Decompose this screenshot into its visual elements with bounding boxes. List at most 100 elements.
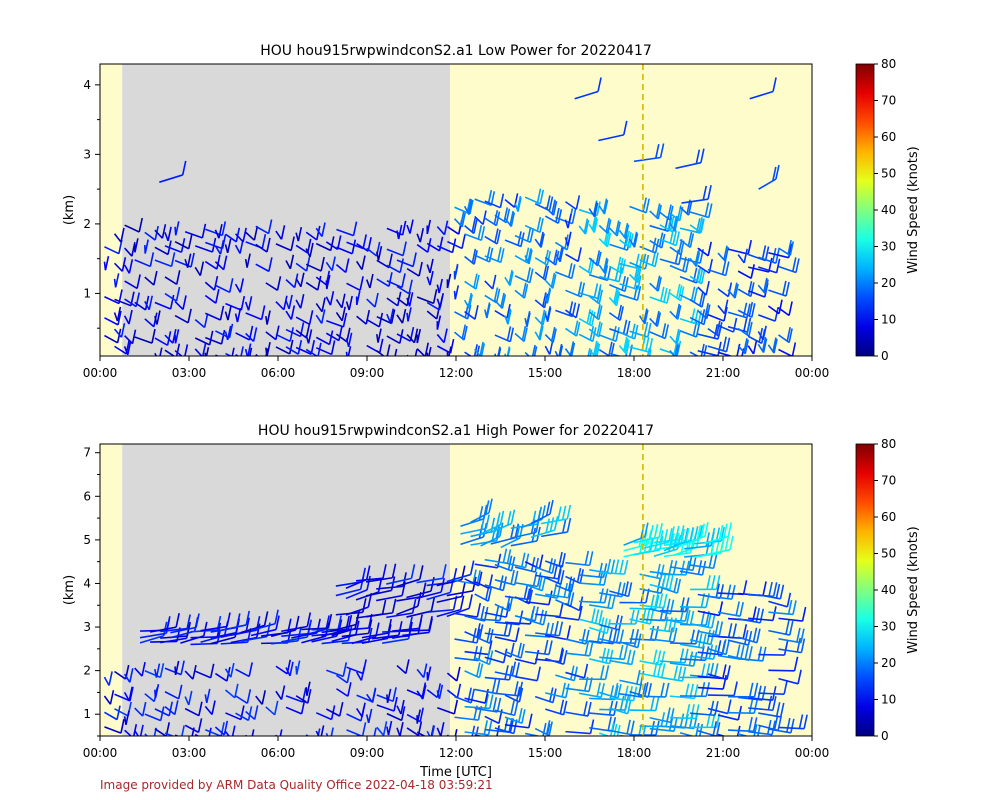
wind-barb [361, 618, 392, 639]
chart-panel-low-power: 00:00 03:00 06:00 09:00 12:00 15:00 18:00 21:00… [62, 43, 921, 380]
wind-barb [599, 325, 620, 342]
x-tick-label: 06:00 [261, 746, 296, 760]
wind-barb [356, 727, 377, 736]
colorbar-tick-label: 40 [881, 203, 896, 217]
wind-barb [123, 710, 130, 725]
colorbar-tick-label: 50 [881, 547, 896, 561]
wind-barb [426, 578, 455, 601]
wind-barb [608, 288, 621, 307]
wind-barb [544, 306, 552, 322]
wind-barb [707, 665, 731, 681]
wind-barb [426, 236, 444, 252]
wind-barb [633, 523, 663, 544]
wind-barb [234, 227, 247, 243]
wind-barb [325, 274, 331, 290]
colorbar-tick-label: 0 [881, 729, 889, 743]
colorbar [855, 443, 875, 737]
wind-barb [454, 602, 482, 618]
wind-barb [565, 281, 586, 298]
x-tick-label: 21:00 [706, 366, 741, 380]
wind-barb [386, 273, 406, 289]
y-tick-label: 4 [83, 576, 91, 590]
colorbar-tick-label: 50 [881, 167, 896, 181]
wind-barb [748, 695, 777, 712]
wind-barb [386, 706, 406, 722]
colorbar-tick-label: 70 [881, 94, 896, 108]
wind-barb [396, 252, 417, 268]
wind-barb [778, 714, 808, 730]
wind-barb [778, 669, 802, 685]
wind-barb [728, 698, 759, 715]
wind-barb [683, 521, 709, 546]
wind-barb [305, 275, 322, 291]
wind-barb [555, 263, 576, 280]
wind-barb [134, 661, 146, 677]
wind-barb [579, 588, 609, 604]
wind-barb [768, 592, 792, 608]
wind-barb [768, 280, 790, 297]
wind-barb [275, 295, 288, 311]
wind-barb [281, 612, 312, 633]
wind-barb [463, 292, 473, 309]
wind-barb [524, 344, 538, 356]
wind-barb [164, 286, 181, 302]
wind-barb [144, 663, 165, 679]
wind-barb [697, 674, 728, 690]
x-tick-label: 18:00 [617, 746, 652, 760]
wind-barb [224, 683, 239, 699]
wind-barb [545, 699, 568, 716]
wind-barb [689, 202, 713, 219]
wind-barb [464, 693, 494, 710]
wind-barb [436, 315, 442, 330]
wind-barb [426, 666, 432, 681]
wind-barb [436, 684, 444, 700]
x-tick-label: 00:00 [795, 746, 830, 760]
wind-barb [679, 231, 695, 249]
wind-barb [396, 659, 410, 675]
wind-barb [484, 548, 512, 565]
wind-barb [346, 722, 367, 736]
wind-barb [474, 678, 501, 695]
x-tick-label: 21:00 [706, 746, 741, 760]
wind-barb [244, 253, 251, 268]
x-tick-label: 09:00 [350, 746, 385, 760]
wind-barb [758, 702, 785, 718]
wind-barb [629, 321, 652, 338]
wind-barb [778, 606, 807, 622]
wind-barb [436, 293, 445, 308]
wind-barb [446, 273, 452, 289]
y-tick-label: 4 [83, 78, 91, 92]
shaded-region-night [450, 64, 812, 356]
wind-barb [315, 236, 335, 252]
y-axis-label: (km) [62, 575, 77, 605]
wind-barb [103, 690, 115, 705]
shaded-region-missing [122, 444, 451, 736]
wind-barb [480, 522, 504, 547]
wind-barb [376, 253, 393, 269]
wind-barb [366, 312, 384, 328]
wind-barb [214, 224, 223, 239]
wind-barb [416, 289, 438, 305]
wind-barb [245, 226, 259, 241]
wind-barb [679, 682, 711, 698]
wind-barb [154, 252, 176, 268]
wind-barb [767, 299, 783, 315]
wind-barb [250, 609, 279, 632]
wind-barb [639, 682, 670, 698]
wind-barb [436, 278, 443, 294]
wind-barb [504, 686, 524, 703]
wind-barb [757, 336, 768, 354]
wind-barb [301, 613, 333, 631]
wind-barb [174, 234, 193, 250]
wind-barb [406, 261, 423, 277]
wind-barb [778, 627, 805, 644]
wind-barb [447, 234, 466, 250]
wind-barb [214, 720, 229, 736]
colorbar [855, 63, 875, 357]
wind-barb [159, 160, 187, 183]
wind-barb [737, 280, 755, 298]
wind-barb [365, 273, 374, 289]
wind-barb [275, 225, 286, 240]
wind-barb [598, 257, 609, 274]
wind-barb [649, 275, 662, 292]
